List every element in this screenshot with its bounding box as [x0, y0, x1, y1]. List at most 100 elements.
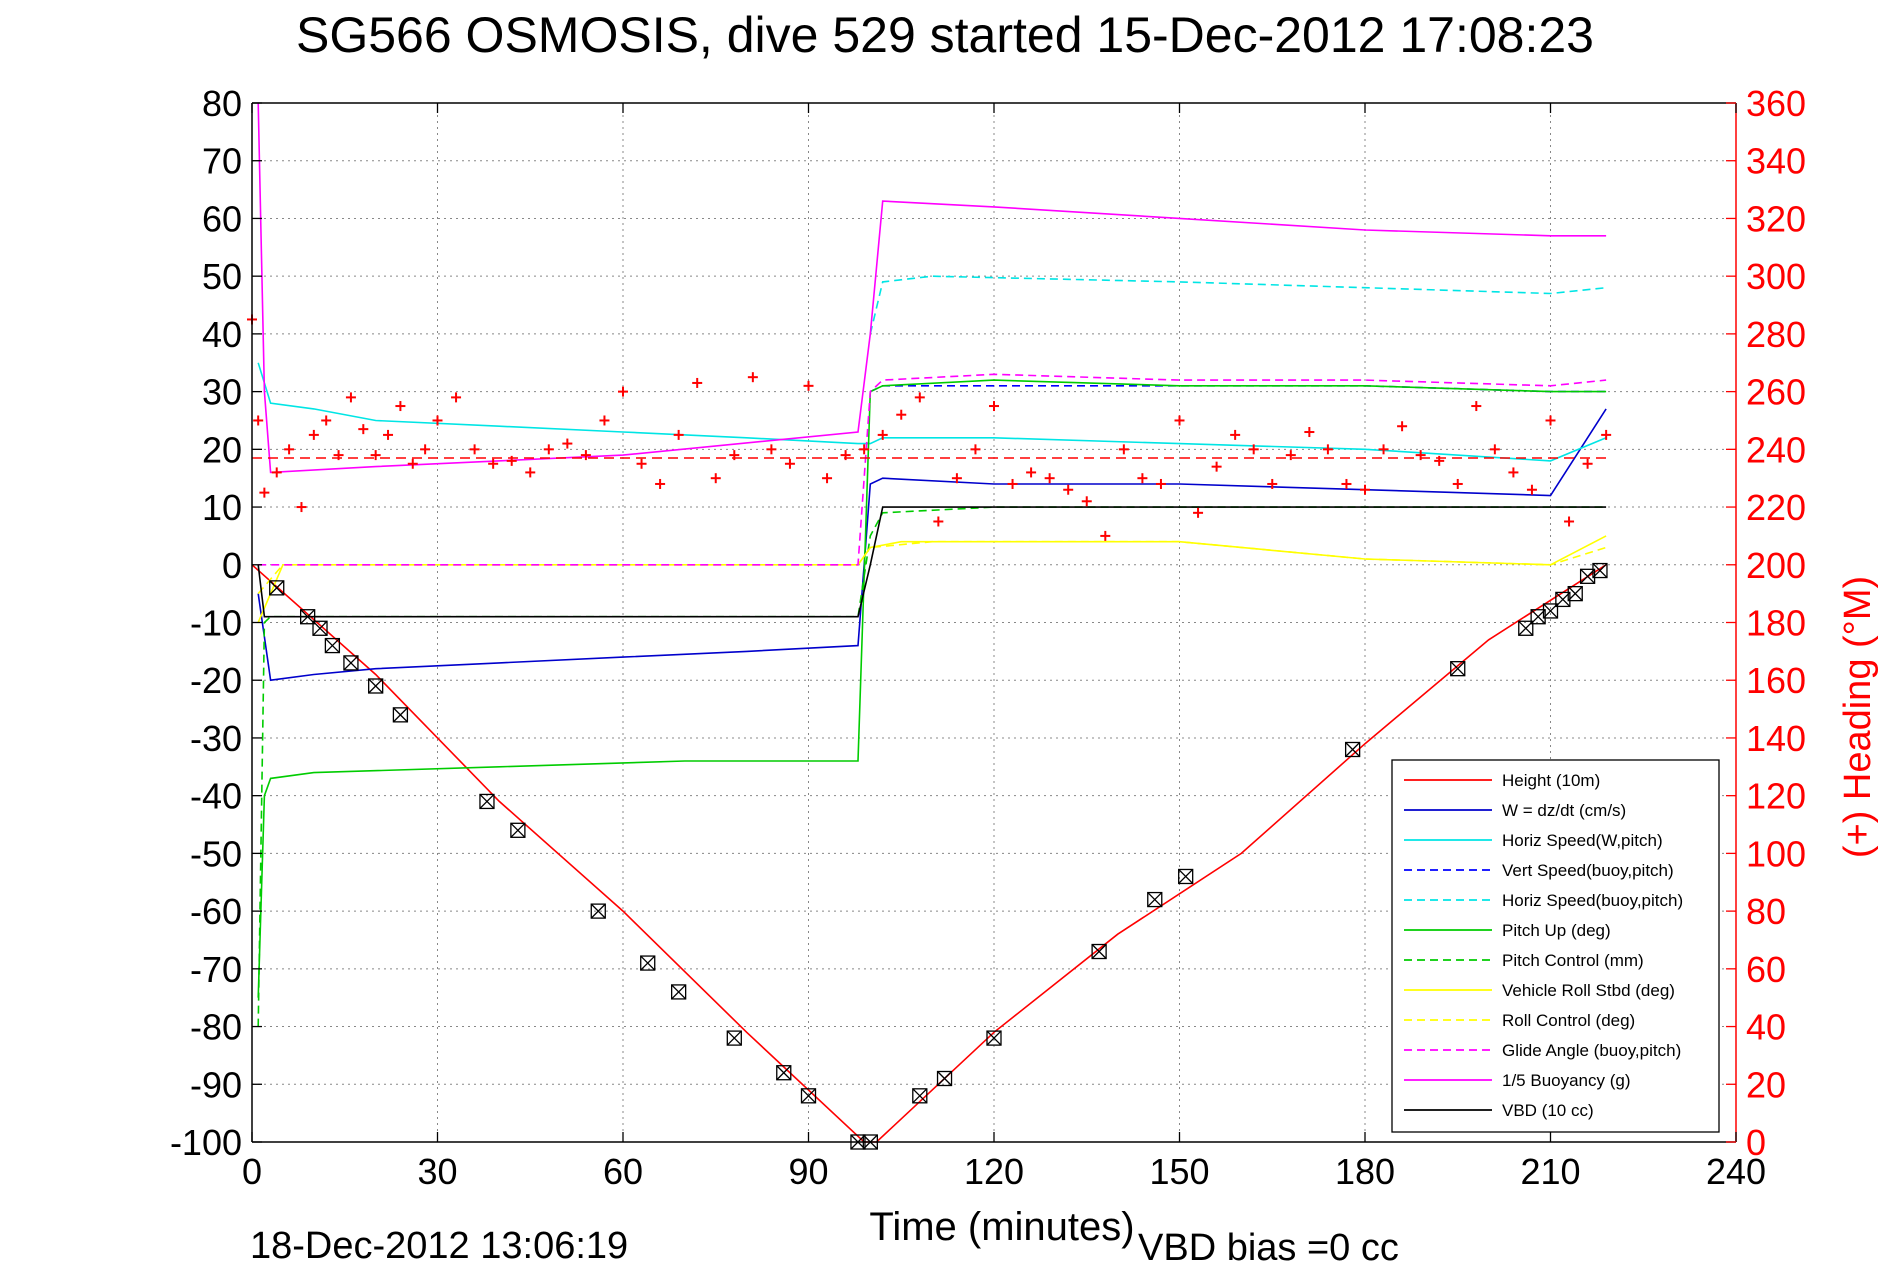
- depth-marker: [671, 984, 687, 1000]
- series-layer: [251, 102, 1607, 1143]
- legend-label-11: VBD (10 cc): [1502, 1101, 1594, 1120]
- chart-title: SG566 OSMOSIS, dive 529 started 15-Dec-2…: [296, 7, 1594, 63]
- legend-label-0: Height (10m): [1502, 771, 1600, 790]
- depth-marker: [1178, 868, 1194, 885]
- heading-point: [766, 444, 777, 455]
- depth-marker: [776, 1065, 792, 1081]
- heading-point: [370, 450, 381, 461]
- heading-point: [1601, 429, 1612, 440]
- heading-point: [784, 458, 795, 469]
- depth-marker: [368, 678, 384, 694]
- heading-point: [599, 415, 610, 426]
- x-tick-label: 0: [242, 1151, 262, 1192]
- depth-marker: [510, 822, 526, 838]
- series-line-9: [258, 373, 1607, 566]
- legend-label-9: Glide Angle (buoy,pitch): [1502, 1041, 1681, 1060]
- heading-point: [1508, 467, 1519, 478]
- heading-point: [1304, 427, 1315, 438]
- y2-tick-label: 180: [1746, 603, 1806, 644]
- y-tick-label: -30: [190, 718, 242, 759]
- x-tick-label: 60: [603, 1151, 643, 1192]
- heading-point: [618, 386, 628, 397]
- heading-point: [877, 429, 888, 440]
- heading-point: [710, 473, 721, 484]
- y-tick-label: -10: [190, 603, 242, 644]
- depth-marker: [1147, 891, 1163, 908]
- y2-tick-label: 120: [1746, 776, 1806, 817]
- heading-point: [1285, 450, 1296, 461]
- heading-point: [271, 467, 282, 478]
- heading-point: [1100, 530, 1111, 541]
- y2-tick-label: 300: [1746, 256, 1806, 297]
- x-tick-label: 150: [1149, 1151, 1209, 1192]
- y-tick-label: 0: [222, 545, 242, 586]
- y2-tick-label: 220: [1746, 487, 1806, 528]
- heading-point: [395, 401, 406, 412]
- depth-marker: [392, 707, 409, 723]
- heading-point: [1007, 478, 1018, 489]
- y-tick-label: -40: [190, 776, 242, 817]
- heading-point: [1415, 450, 1426, 461]
- legend: Height (10m) W = dz/dt (cm/s) Horiz Speed(…: [1391, 759, 1720, 1133]
- depth-marker: [1450, 661, 1466, 677]
- y2-tick-label: 20: [1746, 1064, 1786, 1105]
- depth-marker: [936, 1070, 953, 1087]
- heading-point: [580, 450, 591, 461]
- y-tick-label: -50: [190, 833, 242, 874]
- footer-vbd-bias: VBD bias =0 cc: [1138, 1227, 1399, 1262]
- y2-tick-label: 260: [1746, 372, 1806, 413]
- x-tick-label: 90: [788, 1151, 828, 1192]
- legend-box: [1391, 759, 1720, 1133]
- y-tick-label: 20: [202, 429, 242, 470]
- depth-marker: [912, 1088, 928, 1104]
- heading-point: [358, 424, 369, 435]
- y2-tick-label: 60: [1746, 949, 1786, 990]
- y2-tick-label: 100: [1746, 833, 1806, 874]
- depth-marker: [1542, 603, 1559, 619]
- heading-point: [729, 450, 740, 461]
- x-tick-label: 120: [964, 1151, 1024, 1192]
- heading-point: [1434, 455, 1445, 466]
- y2-tick-label: 360: [1746, 83, 1806, 124]
- heading-point: [1341, 478, 1352, 489]
- x-tick-label: 210: [1520, 1151, 1580, 1192]
- heading-point: [1267, 478, 1278, 489]
- heading-point: [1378, 444, 1389, 455]
- y2-tick-label: 140: [1746, 718, 1806, 759]
- heading-point: [655, 478, 666, 489]
- y-tick-label: -90: [190, 1064, 242, 1105]
- heading-point: [1211, 461, 1222, 472]
- heading-point: [1397, 421, 1408, 432]
- legend-label-6: Pitch Control (mm): [1502, 951, 1644, 970]
- depth-marker: [590, 903, 606, 919]
- y2-tick-label: 0: [1746, 1122, 1766, 1163]
- depth-marker: [324, 637, 341, 654]
- depth-marker: [986, 1030, 1002, 1046]
- heading-point: [1118, 444, 1129, 455]
- heading-point: [970, 444, 981, 455]
- y-tick-label: 50: [202, 256, 242, 297]
- markers-layer: [247, 314, 1612, 1150]
- heading-point: [1137, 473, 1148, 484]
- heading-point: [296, 502, 307, 513]
- depth-marker: [343, 655, 359, 671]
- heading-point: [407, 458, 418, 469]
- y2-tick-label: 80: [1746, 891, 1786, 932]
- legend-label-4: Horiz Speed(buoy,pitch): [1502, 891, 1683, 910]
- y2-axis-label: (+) Heading (°M): [1837, 576, 1879, 858]
- legend-label-7: Vehicle Roll Stbd (deg): [1502, 981, 1675, 1000]
- heading-point: [896, 409, 907, 420]
- legend-label-2: Horiz Speed(W,pitch): [1502, 831, 1663, 850]
- y2-tick-label: 40: [1746, 1007, 1786, 1048]
- depth-marker: [299, 609, 316, 625]
- depth-marker: [1530, 609, 1546, 625]
- heading-point: [506, 455, 517, 466]
- heading-point: [951, 473, 962, 484]
- x-axis-label: Time (minutes): [869, 1205, 1134, 1249]
- heading-point: [989, 401, 999, 412]
- legend-label-8: Roll Control (deg): [1502, 1011, 1635, 1030]
- heading-point: [1248, 444, 1259, 455]
- legend-label-10: 1/5 Buoyancy (g): [1502, 1071, 1631, 1090]
- series-line-1: [257, 408, 1607, 682]
- heading-point: [1471, 401, 1482, 412]
